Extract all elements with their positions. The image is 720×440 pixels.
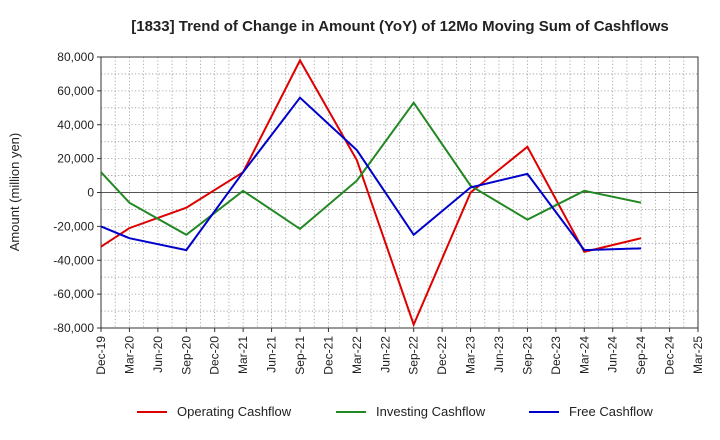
series-layer	[100, 58, 642, 328]
y-tick-label: -20,000	[53, 219, 94, 233]
x-tick-label: Jun-20	[151, 336, 165, 373]
x-tick-label: Mar-22	[350, 336, 364, 374]
legend: Operating Cashflow Investing Cashflow Free…	[137, 404, 653, 419]
y-axis-label: Amount (million yen)	[7, 133, 22, 252]
x-tick-label: Sep-21	[293, 336, 307, 375]
series-line-free-cashflow	[100, 96, 642, 252]
x-tick-label: Mar-25	[691, 336, 705, 374]
x-tick-label: Jun-22	[378, 336, 392, 373]
y-tick-label: 60,000	[57, 84, 94, 98]
plot-area	[100, 56, 699, 329]
x-tick-label: Mar-20	[122, 336, 136, 374]
x-axis: Dec-19 Mar-20 Jun-20 Sep-20 Dec-20 Mar-21 Jun-…	[94, 328, 705, 375]
y-tick-label: 80,000	[57, 50, 94, 64]
x-tick-label: Mar-23	[464, 336, 478, 374]
x-tick-label: Jun-23	[492, 336, 506, 373]
x-tick-label: Dec-19	[94, 336, 108, 375]
chart-title: [1833] Trend of Change in Amount (YoY) o…	[131, 18, 669, 35]
y-axis: 80,000 60,000 40,000 20,000 0 -20,000 -40,000 -…	[53, 50, 101, 335]
x-tick-label: Jun-21	[265, 336, 279, 373]
x-tick-label: Dec-21	[321, 336, 335, 375]
y-tick-label: -40,000	[53, 253, 94, 267]
y-tick-label: -60,000	[53, 287, 94, 301]
x-tick-label: Sep-20	[179, 336, 193, 375]
x-tick-label: Sep-24	[634, 336, 648, 375]
legend-label-investing-cashflow: Investing Cashflow	[376, 404, 486, 419]
series-line-operating-cashflow	[100, 58, 642, 328]
y-tick-label: 0	[87, 186, 94, 200]
y-tick-label: -80,000	[53, 321, 94, 335]
y-tick-label: 20,000	[57, 152, 94, 166]
x-tick-label: Dec-22	[435, 336, 449, 375]
x-tick-label: Dec-20	[208, 336, 222, 375]
x-tick-label: Mar-24	[577, 336, 591, 374]
x-tick-label: Sep-22	[407, 336, 421, 375]
y-tick-label: 40,000	[57, 118, 94, 132]
x-tick-label: Sep-23	[520, 336, 534, 375]
legend-label-free-cashflow: Free Cashflow	[569, 404, 653, 419]
x-tick-label: Dec-23	[549, 336, 563, 375]
x-tick-label: Dec-24	[663, 336, 677, 375]
x-tick-label: Mar-21	[236, 336, 250, 374]
legend-label-operating-cashflow: Operating Cashflow	[177, 404, 292, 419]
series-line-investing-cashflow	[100, 100, 642, 236]
x-tick-label: Jun-24	[606, 336, 620, 373]
